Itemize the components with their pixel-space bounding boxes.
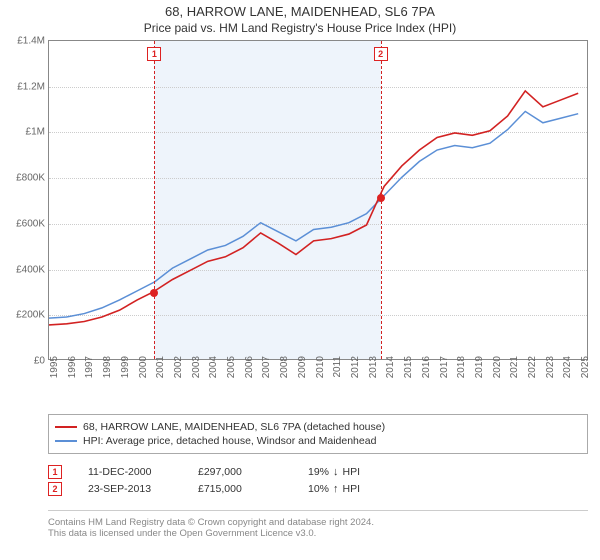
page-title: 68, HARROW LANE, MAIDENHEAD, SL6 7PA xyxy=(0,4,600,19)
x-tick-label: 1996 xyxy=(67,356,78,378)
sale-dot xyxy=(150,289,158,297)
legend-swatch xyxy=(55,440,77,442)
legend-label: 68, HARROW LANE, MAIDENHEAD, SL6 7PA (de… xyxy=(83,421,385,433)
x-tick-label: 2020 xyxy=(492,356,503,378)
event-vline xyxy=(154,41,155,359)
x-tick-label: 2012 xyxy=(350,356,361,378)
y-gridline xyxy=(49,224,587,225)
x-tick-label: 2003 xyxy=(191,356,202,378)
arrow-up-icon: ↑ xyxy=(333,483,339,495)
y-gridline xyxy=(49,270,587,271)
legend-label: HPI: Average price, detached house, Wind… xyxy=(83,435,376,447)
x-tick-label: 2017 xyxy=(439,356,450,378)
event-marker-box: 2 xyxy=(374,47,388,61)
y-tick-label: £600K xyxy=(3,218,45,229)
x-tick-label: 2011 xyxy=(332,356,343,378)
event-row: 1 11-DEC-2000£297,00019% ↓ HPI xyxy=(48,465,588,479)
y-tick-label: £400K xyxy=(3,264,45,275)
footer-line-1: Contains HM Land Registry data © Crown c… xyxy=(48,517,588,528)
x-tick-label: 2006 xyxy=(244,356,255,378)
y-tick-label: £0 xyxy=(3,356,45,367)
x-tick-label: 2022 xyxy=(527,356,538,378)
x-tick-label: 2005 xyxy=(226,356,237,378)
y-tick-label: £800K xyxy=(3,173,45,184)
arrow-down-icon: ↓ xyxy=(333,466,339,478)
x-tick-label: 2023 xyxy=(545,356,556,378)
legend-box: 68, HARROW LANE, MAIDENHEAD, SL6 7PA (de… xyxy=(48,414,588,454)
x-tick-label: 2004 xyxy=(208,356,219,378)
y-gridline xyxy=(49,87,587,88)
event-date: 11-DEC-2000 xyxy=(88,466,198,478)
footer-line-2: This data is licensed under the Open Gov… xyxy=(48,528,588,539)
x-tick-label: 2018 xyxy=(456,356,467,378)
x-tick-label: 2024 xyxy=(562,356,573,378)
y-tick-label: £200K xyxy=(3,310,45,321)
page-subtitle: Price paid vs. HM Land Registry's House … xyxy=(0,21,600,35)
event-row: 2 23-SEP-2013£715,00010% ↑ HPI xyxy=(48,482,588,496)
x-tick-label: 2015 xyxy=(403,356,414,378)
event-hpi-pct: 10% xyxy=(308,483,329,495)
x-tick-label: 1999 xyxy=(120,356,131,378)
event-price: £715,000 xyxy=(198,483,308,495)
x-tick-label: 1995 xyxy=(49,356,60,378)
y-tick-label: £1.4M xyxy=(3,36,45,47)
x-tick-label: 1997 xyxy=(84,356,95,378)
legend-item: 68, HARROW LANE, MAIDENHEAD, SL6 7PA (de… xyxy=(55,421,581,433)
x-tick-label: 2001 xyxy=(155,356,166,378)
event-hpi-delta: 19% ↓ HPI xyxy=(308,466,418,478)
x-tick-label: 2025 xyxy=(580,356,591,378)
x-tick-label: 2010 xyxy=(315,356,326,378)
event-hpi-label: HPI xyxy=(343,483,361,495)
y-tick-label: £1.2M xyxy=(3,81,45,92)
event-marker-box: 1 xyxy=(147,47,161,61)
chart-zone: £0£200K£400K£600K£800K£1M£1.2M£1.4M19951… xyxy=(48,40,588,380)
x-tick-label: 2008 xyxy=(279,356,290,378)
event-hpi-delta: 10% ↑ HPI xyxy=(308,483,418,495)
x-tick-label: 2016 xyxy=(421,356,432,378)
legend-swatch xyxy=(55,426,77,428)
event-marker: 2 xyxy=(48,482,62,496)
legend-item: HPI: Average price, detached house, Wind… xyxy=(55,435,581,447)
y-gridline xyxy=(49,315,587,316)
y-tick-label: £1M xyxy=(3,127,45,138)
event-price: £297,000 xyxy=(198,466,308,478)
title-block: 68, HARROW LANE, MAIDENHEAD, SL6 7PA Pri… xyxy=(0,0,600,37)
event-hpi-pct: 19% xyxy=(308,466,329,478)
y-gridline xyxy=(49,178,587,179)
x-tick-label: 2009 xyxy=(297,356,308,378)
x-tick-label: 2007 xyxy=(261,356,272,378)
x-tick-label: 2014 xyxy=(385,356,396,378)
event-marker: 1 xyxy=(48,465,62,479)
y-gridline xyxy=(49,132,587,133)
x-tick-label: 2013 xyxy=(368,356,379,378)
sale-events-table: 1 11-DEC-2000£297,00019% ↓ HPI 2 23-SEP-2013£… xyxy=(48,462,588,499)
x-tick-label: 1998 xyxy=(102,356,113,378)
x-tick-label: 2021 xyxy=(509,356,520,378)
footer-attribution: Contains HM Land Registry data © Crown c… xyxy=(48,510,588,539)
event-hpi-label: HPI xyxy=(343,466,361,478)
x-tick-label: 2019 xyxy=(474,356,485,378)
x-tick-label: 2002 xyxy=(173,356,184,378)
chart-highlight-band xyxy=(154,41,380,359)
chart-plot-area: £0£200K£400K£600K£800K£1M£1.2M£1.4M19951… xyxy=(48,40,588,360)
event-date: 23-SEP-2013 xyxy=(88,483,198,495)
x-tick-label: 2000 xyxy=(138,356,149,378)
sale-dot xyxy=(377,194,385,202)
